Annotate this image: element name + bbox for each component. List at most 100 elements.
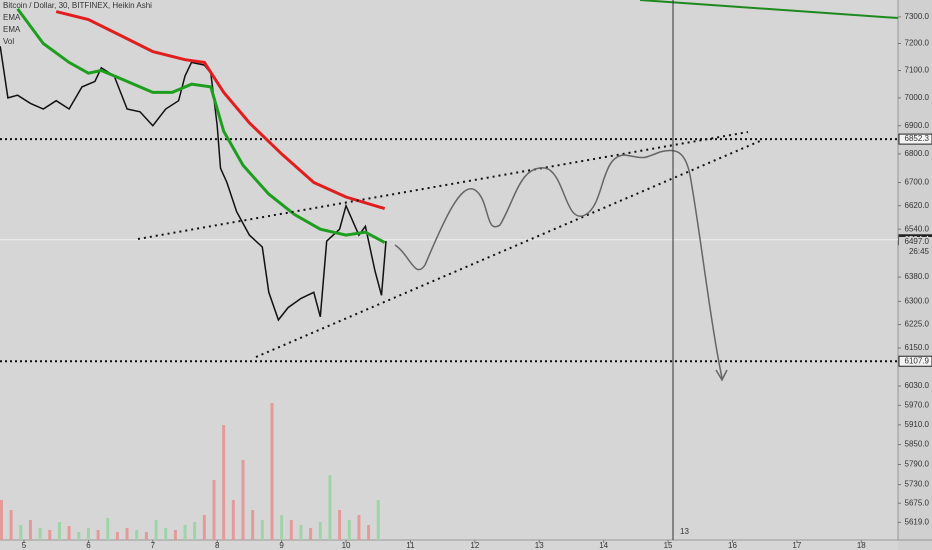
volume-bar — [144, 532, 148, 540]
y-tick-label: 5910.0 — [905, 420, 930, 429]
x-tick-label: 5 — [22, 541, 27, 550]
volume-bar — [154, 520, 158, 540]
volume-bar — [38, 528, 42, 540]
volume-bar — [289, 520, 293, 540]
y-tick-label: 5790.0 — [905, 460, 930, 469]
volume-bar — [57, 522, 61, 540]
price-axis-panel — [898, 0, 932, 550]
x-tick-label: 12 — [470, 541, 479, 550]
ema-line — [55, 10, 386, 211]
volume-bar — [347, 520, 351, 540]
volume-bar — [173, 530, 177, 540]
y-tick-label: 6700.0 — [905, 178, 930, 187]
volume-bar — [125, 528, 129, 540]
legend-entry: EMA — [3, 13, 21, 22]
price-label: 6852.3 — [905, 134, 930, 143]
volume-bar — [202, 515, 206, 540]
x-tick-label: 9 — [279, 541, 284, 550]
y-tick-label: 7100.0 — [905, 66, 930, 75]
x-tick-label: 16 — [728, 541, 737, 550]
volume-bar — [222, 425, 226, 540]
y-tick-label: 6540.0 — [905, 224, 930, 233]
volume-bar — [48, 530, 52, 540]
y-tick-label: 6620.0 — [905, 201, 930, 210]
volume-bar — [318, 522, 322, 540]
volume-bar — [299, 525, 303, 540]
x-tick-label: 15 — [664, 541, 673, 550]
volume-bar — [280, 515, 284, 540]
volume-bar — [86, 528, 90, 540]
x-tick-label: 7 — [151, 541, 156, 550]
volume-bar — [376, 500, 380, 540]
volume-bar — [251, 510, 255, 540]
countdown: 26:45 — [909, 247, 930, 256]
legend-entry: Bitcoin / Dollar, 30, BITFINEX, Heikin A… — [3, 1, 152, 10]
y-tick-label: 5730.0 — [905, 480, 930, 489]
x-tick-label: 10 — [342, 541, 351, 550]
volume-bar — [270, 403, 274, 540]
triangle-upper-line — [137, 131, 749, 240]
triangle-lower-line — [255, 140, 761, 358]
price-label: 6107.9 — [905, 356, 930, 365]
volume-bar — [19, 525, 23, 540]
y-tick-label: 7000.0 — [905, 93, 930, 102]
x-tick-label: 6 — [86, 541, 91, 550]
volume-bar — [77, 532, 81, 540]
crosshair-label: 13 — [680, 527, 689, 536]
y-tick-label: 5675.0 — [905, 498, 930, 507]
price-label-box — [898, 355, 932, 367]
y-tick-label: 5619.0 — [905, 517, 930, 526]
y-tick-label: 6900.0 — [905, 121, 930, 130]
volume-bar — [9, 510, 13, 540]
volume-bar — [260, 520, 264, 540]
y-tick-label: 5970.0 — [905, 400, 930, 409]
volume-bar — [135, 530, 139, 540]
volume-bar — [338, 510, 342, 540]
volume-bar — [357, 515, 361, 540]
y-tick-label: 6380.0 — [905, 272, 930, 281]
x-tick-label: 17 — [792, 541, 801, 550]
volume-bar — [367, 525, 371, 540]
ema-line — [16, 8, 386, 244]
x-tick-label: 18 — [857, 541, 866, 550]
price-label-box — [898, 133, 932, 145]
y-tick-label: 6150.0 — [905, 343, 930, 352]
x-tick-label: 13 — [535, 541, 544, 550]
long-ema-line — [639, 0, 899, 19]
x-tick-label: 8 — [215, 541, 220, 550]
volume-bar — [309, 528, 313, 540]
legend-entry: Vol — [3, 37, 14, 46]
volume-bar — [193, 522, 197, 540]
volume-bar — [241, 460, 245, 540]
forecast-path — [394, 149, 723, 379]
y-tick-label: 6800.0 — [905, 149, 930, 158]
volume-bar — [164, 528, 168, 540]
volume-bar — [328, 475, 332, 540]
volume-bar — [212, 480, 216, 540]
y-tick-label: 5850.0 — [905, 440, 930, 449]
volume-bar — [183, 525, 187, 540]
volume-pane — [0, 403, 380, 540]
volume-bar — [28, 520, 32, 540]
volume-bar — [106, 518, 110, 540]
y-tick-label: 7200.0 — [905, 39, 930, 48]
x-tick-label: 14 — [599, 541, 608, 550]
x-tick-label: 11 — [406, 541, 415, 550]
volume-bar — [96, 530, 100, 540]
price-label-box — [899, 236, 932, 247]
legend-entry: EMA — [3, 25, 21, 34]
y-tick-label: 6225.0 — [905, 320, 930, 329]
volume-bar — [67, 526, 71, 540]
volume-bar — [0, 500, 3, 540]
y-tick-label: 6300.0 — [905, 297, 930, 306]
price-label: 6497.0 — [905, 237, 930, 246]
y-tick-label: 6030.0 — [905, 381, 930, 390]
volume-bar — [231, 500, 235, 540]
forecast-arrow — [715, 369, 728, 382]
volume-bar — [115, 532, 119, 540]
y-tick-label: 7300.0 — [905, 12, 930, 21]
